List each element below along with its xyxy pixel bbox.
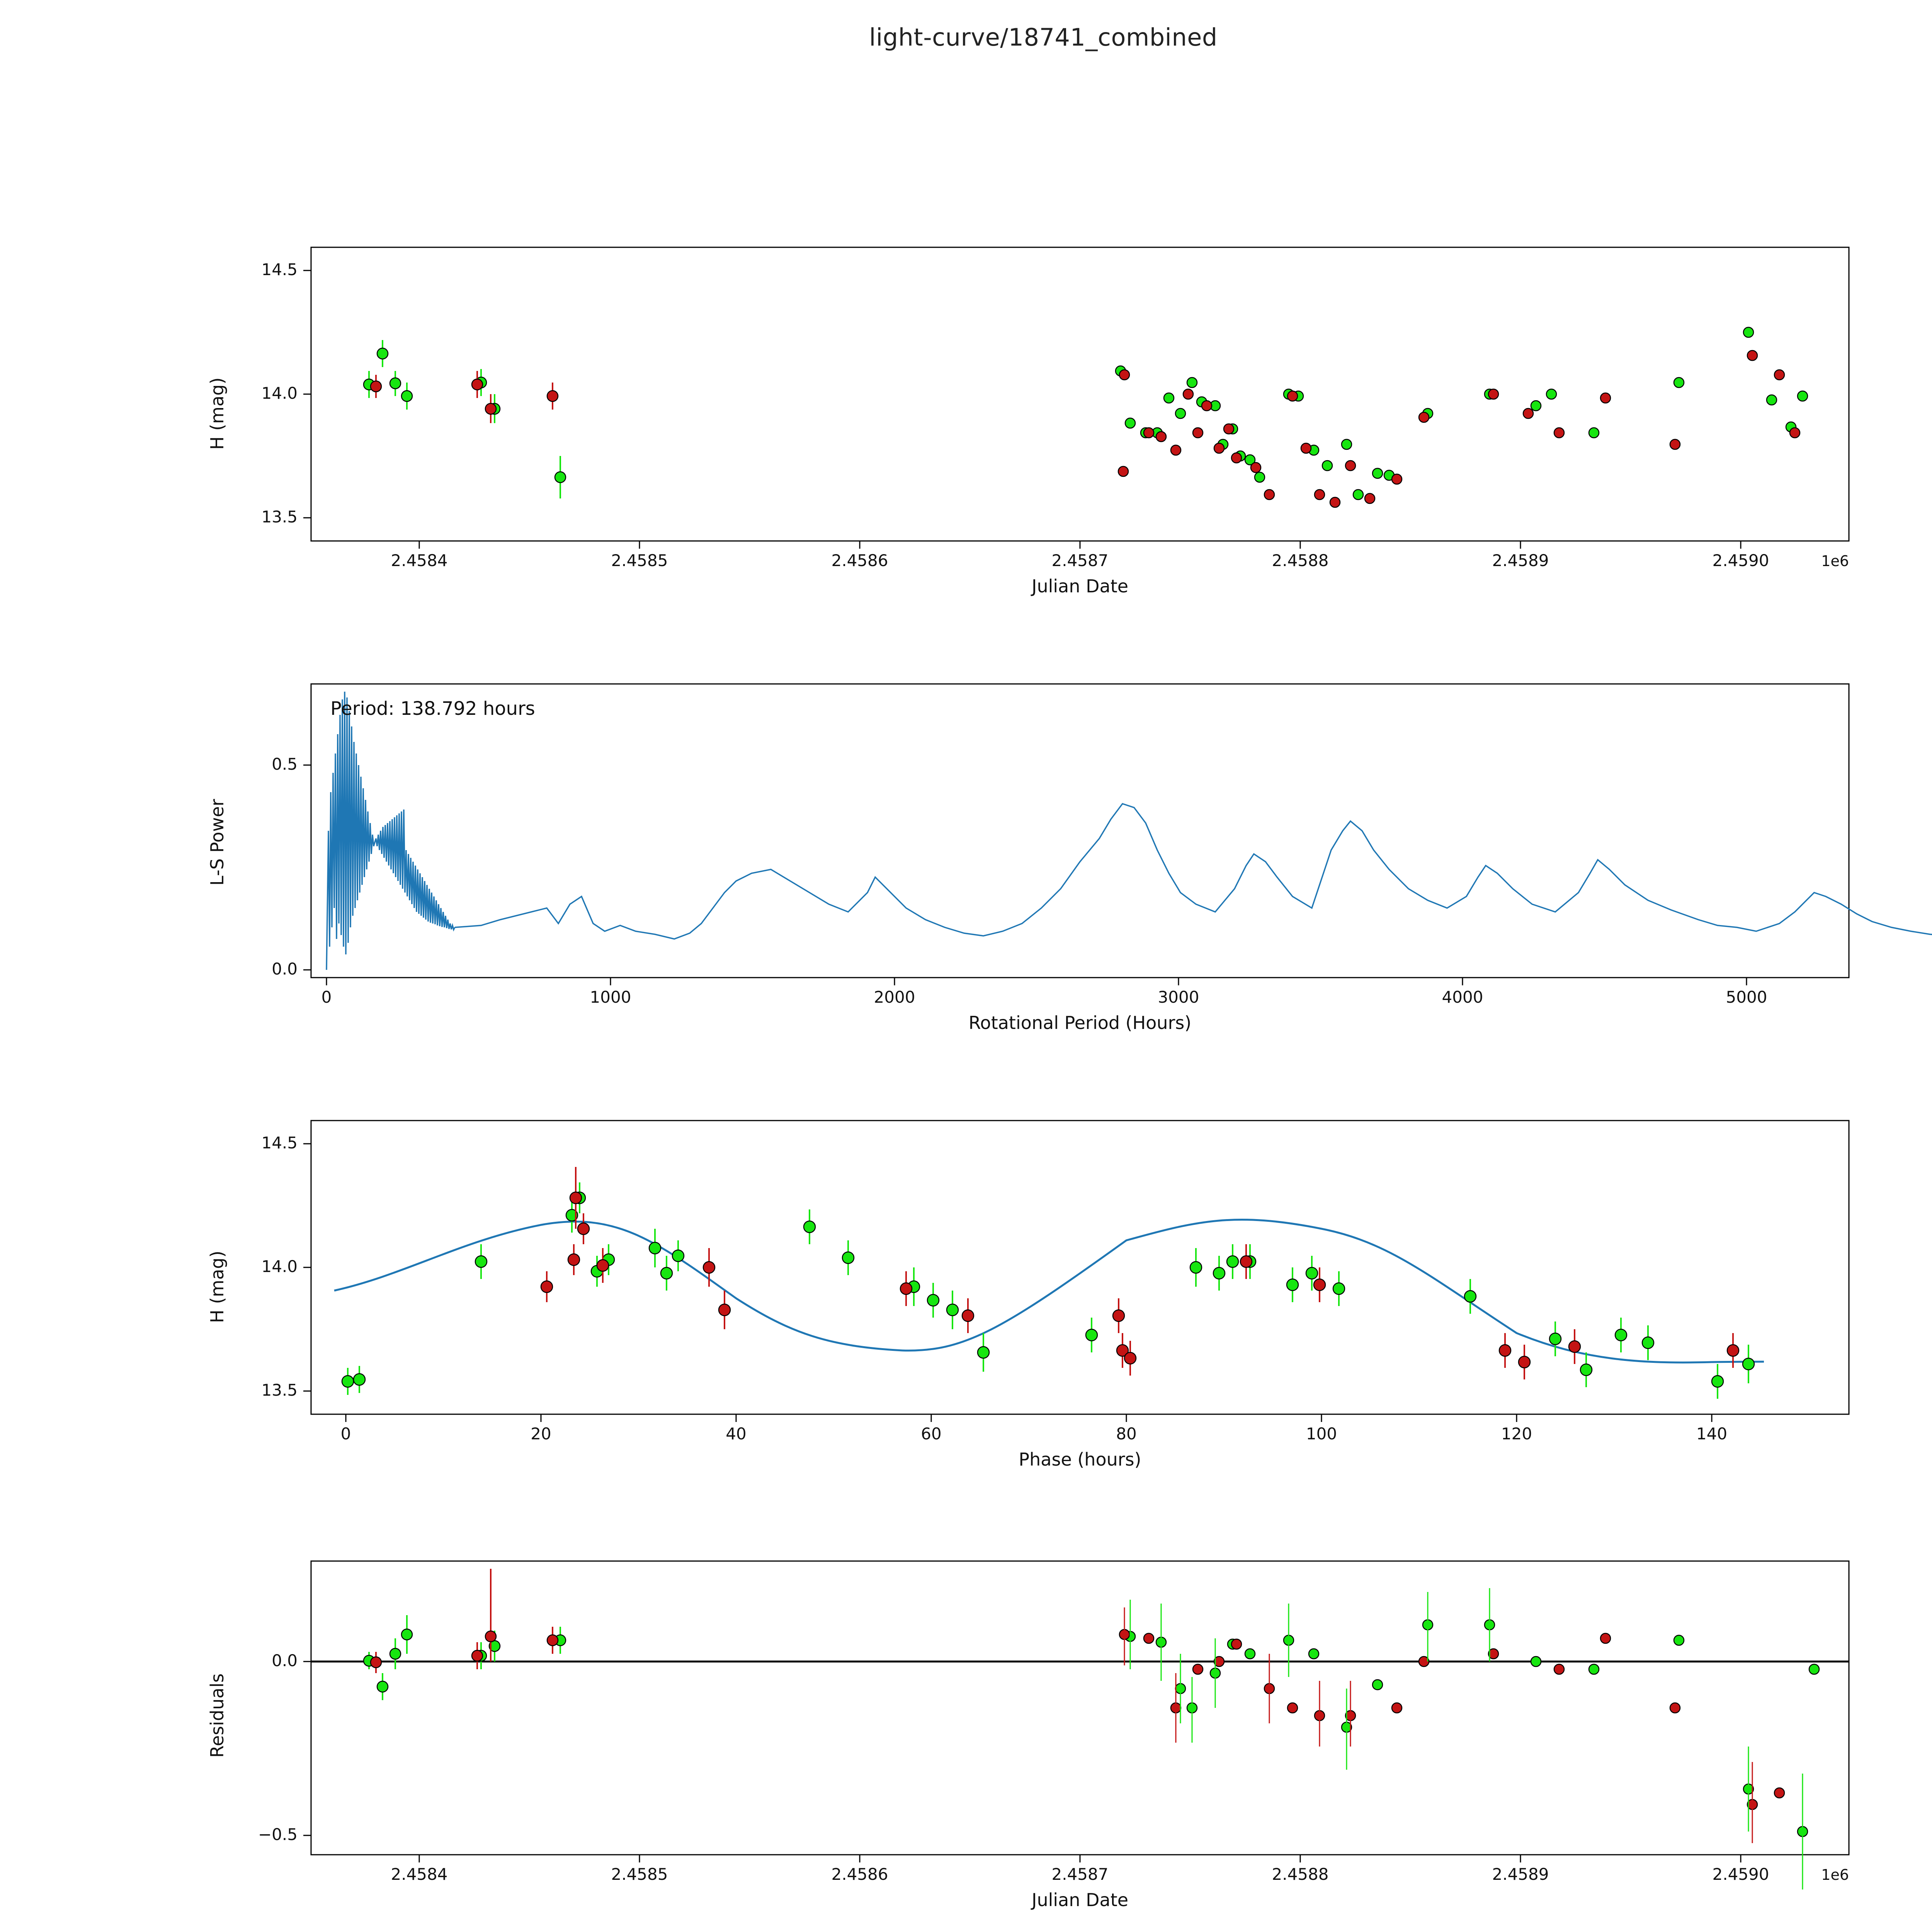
- svg-text:2.4584: 2.4584: [391, 551, 448, 570]
- svg-text:2.4585: 2.4585: [611, 1865, 668, 1884]
- panel1-xticks: [419, 541, 1741, 549]
- page-title: light-curve/18741_combined: [0, 23, 1932, 51]
- panel4-red-points-right[interactable]: [1119, 1629, 1784, 1810]
- panel4-svg: 2.4584 2.4585 2.4586 2.4587 2.4588 2.458…: [211, 1553, 1872, 1901]
- panel-phase-folded: 0 20 40 60 80 100 120 140 14.5 14.0 13.5…: [211, 1113, 1872, 1461]
- svg-text:−0.5: −0.5: [258, 1825, 298, 1844]
- svg-text:2.4588: 2.4588: [1272, 1865, 1329, 1884]
- panel1-green-points[interactable]: [364, 340, 566, 498]
- svg-text:1e6: 1e6: [1821, 553, 1849, 570]
- panel1-yticks: [303, 270, 311, 518]
- panel-residuals: 2.4584 2.4585 2.4586 2.4587 2.4588 2.458…: [211, 1553, 1872, 1901]
- panel4-yticks: [303, 1662, 311, 1835]
- panel1-mid-cluster[interactable]: [1116, 327, 1808, 507]
- panel4-ylabel: Residuals: [207, 1658, 230, 1774]
- panel1-xlabel: Julian Date: [311, 576, 1849, 597]
- panel1-ytick-labels: 14.5 14.0 13.5: [261, 260, 298, 526]
- svg-text:5000: 5000: [1726, 988, 1767, 1007]
- panel2-yticks: [303, 765, 311, 970]
- panel1-xtick-labels: 2.4584 2.4585 2.4586 2.4587 2.4588 2.458…: [391, 551, 1849, 570]
- panel2-ylabel: L-S Power: [207, 784, 230, 900]
- svg-text:60: 60: [921, 1424, 941, 1443]
- panel4-ytick-labels: 0.0 −0.5: [258, 1651, 298, 1844]
- panel2-xtick-labels: 0 1000 2000 3000 4000 5000: [321, 988, 1767, 1007]
- svg-text:2.4585: 2.4585: [611, 551, 668, 570]
- svg-text:2.4590: 2.4590: [1713, 1865, 1769, 1884]
- panel1-ylabel: H (mag): [207, 355, 230, 471]
- panel2-svg: Period: 138.792 hours 0 1000 2000 3000 4…: [211, 676, 1872, 1024]
- panel3-xlabel: Phase (hours): [311, 1449, 1849, 1470]
- panel3-ytick-labels: 14.5 14.0 13.5: [261, 1133, 298, 1400]
- panel2-xticks: [327, 978, 1747, 985]
- svg-text:1e6: 1e6: [1821, 1866, 1849, 1883]
- svg-text:2.4586: 2.4586: [832, 1865, 888, 1884]
- svg-text:Period: 138.792 hours: Period: 138.792 hours: [330, 698, 535, 719]
- svg-text:2.4587: 2.4587: [1052, 551, 1109, 570]
- panel3-ylabel: H (mag): [207, 1229, 230, 1345]
- panel3-xticks: [346, 1414, 1712, 1422]
- svg-text:20: 20: [531, 1424, 551, 1443]
- panel3-green-points[interactable]: [342, 1182, 1754, 1399]
- panel3-xtick-labels: 0 20 40 60 80 100 120 140: [341, 1424, 1727, 1443]
- svg-text:140: 140: [1696, 1424, 1727, 1443]
- panel2-ytick-labels: 0.5 0.0: [272, 755, 298, 978]
- panel4-xtick-labels: 2.4584 2.4585 2.4586 2.4587 2.4588 2.458…: [391, 1865, 1849, 1884]
- svg-text:2.4586: 2.4586: [832, 551, 888, 570]
- svg-text:13.5: 13.5: [261, 507, 298, 526]
- svg-text:80: 80: [1116, 1424, 1136, 1443]
- svg-text:1000: 1000: [590, 988, 631, 1007]
- svg-text:4000: 4000: [1442, 988, 1483, 1007]
- svg-text:120: 120: [1501, 1424, 1532, 1443]
- svg-text:2.4588: 2.4588: [1272, 551, 1329, 570]
- panel-periodogram: Period: 138.792 hours 0 1000 2000 3000 4…: [211, 676, 1872, 1024]
- periodogram-curve[interactable]: [327, 692, 1932, 970]
- panel3-svg: 0 20 40 60 80 100 120 140 14.5 14.0 13.5: [211, 1113, 1872, 1461]
- svg-text:3000: 3000: [1158, 988, 1199, 1007]
- svg-text:14.5: 14.5: [261, 260, 298, 279]
- svg-text:2.4587: 2.4587: [1052, 1865, 1109, 1884]
- svg-text:2.4589: 2.4589: [1492, 1865, 1549, 1884]
- panel4-xticks: [419, 1855, 1741, 1862]
- svg-text:13.5: 13.5: [261, 1381, 298, 1400]
- panel3-yticks: [303, 1144, 311, 1391]
- svg-text:2.4590: 2.4590: [1713, 551, 1769, 570]
- svg-text:2.4584: 2.4584: [391, 1865, 448, 1884]
- svg-text:14.0: 14.0: [261, 384, 298, 403]
- panel4-green-points-left[interactable]: [364, 1615, 566, 1700]
- panel-light-curve: 2.4584 2.4585 2.4586 2.4587 2.4588 2.458…: [211, 240, 1872, 587]
- panel1-svg: 2.4584 2.4585 2.4586 2.4587 2.4588 2.458…: [211, 240, 1872, 587]
- panel2-xlabel: Rotational Period (Hours): [311, 1012, 1849, 1033]
- svg-text:0.0: 0.0: [272, 1651, 298, 1670]
- svg-text:100: 100: [1306, 1424, 1337, 1443]
- svg-text:14.0: 14.0: [261, 1257, 298, 1276]
- svg-text:14.5: 14.5: [261, 1133, 298, 1152]
- svg-text:40: 40: [726, 1424, 746, 1443]
- svg-text:0.5: 0.5: [272, 755, 298, 774]
- panel4-green-points-right[interactable]: [1125, 1620, 1819, 1837]
- panel4-right-errbars[interactable]: [1124, 1588, 1803, 1889]
- svg-text:2.4589: 2.4589: [1492, 551, 1549, 570]
- svg-text:2000: 2000: [874, 988, 915, 1007]
- svg-text:0.0: 0.0: [272, 959, 298, 978]
- panel4-xlabel: Julian Date: [311, 1889, 1849, 1910]
- svg-text:0: 0: [341, 1424, 351, 1443]
- svg-text:0: 0: [321, 988, 332, 1007]
- panel2-annotation: Period: 138.792 hours: [330, 698, 535, 719]
